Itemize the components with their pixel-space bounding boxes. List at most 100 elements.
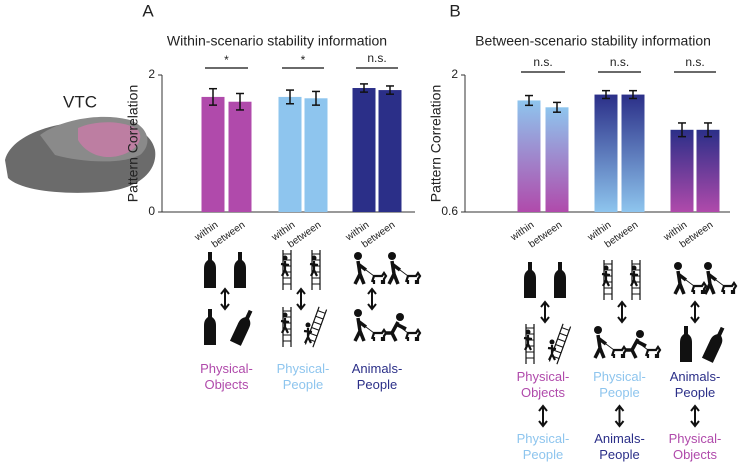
group-label: Animals-People <box>670 369 721 400</box>
error-bar <box>209 87 217 106</box>
error-bar <box>602 89 610 100</box>
bar <box>594 94 618 212</box>
person-head <box>354 309 362 317</box>
double-arrow <box>690 404 700 428</box>
error-bar <box>704 122 712 138</box>
ladder-icon <box>629 260 641 300</box>
bottle-icon <box>204 309 216 345</box>
leash <box>715 279 725 287</box>
person-dog-icon <box>703 262 738 295</box>
significance-label: * <box>224 53 229 67</box>
double-arrow <box>367 287 377 311</box>
person-head <box>396 313 404 321</box>
person-dog-icon <box>386 313 422 342</box>
group-label-line: Physical- <box>669 431 722 446</box>
ladder-rung <box>561 327 570 331</box>
leash <box>399 269 409 277</box>
person-dog-icon <box>353 252 388 285</box>
bar <box>621 94 645 212</box>
dog <box>610 345 628 358</box>
ladder-rung <box>309 332 318 337</box>
bar <box>545 107 569 212</box>
ladder-icon <box>280 250 292 290</box>
ladder-rung <box>559 332 568 337</box>
group-label-line: Physical- <box>593 369 646 384</box>
y-tick-label: 2 <box>451 67 458 81</box>
person-body <box>601 271 611 287</box>
ladder-rung <box>313 321 322 326</box>
group-label-line: Animals- <box>670 369 721 384</box>
significance-label: * <box>301 53 306 67</box>
ladder-icon <box>309 250 321 290</box>
significance-label: n.s. <box>610 55 629 69</box>
person-head <box>631 265 637 271</box>
person-body <box>309 261 319 277</box>
person-body <box>387 260 402 285</box>
group-label: Physical-People <box>517 431 570 462</box>
person-head <box>603 265 609 271</box>
dog <box>720 281 738 294</box>
bar <box>670 129 694 212</box>
group-label-line: People <box>283 377 323 392</box>
double-arrow <box>540 300 550 324</box>
bottle-shape <box>204 309 216 345</box>
bottle-shape <box>680 326 692 362</box>
y-tick-label: 0.6 <box>441 204 458 218</box>
group-label: Physical-People <box>593 369 646 400</box>
ladder-rung <box>311 327 320 331</box>
group-label: Animals-People <box>594 431 645 462</box>
ladder-rung <box>553 349 562 354</box>
group-label-line: People <box>675 385 715 400</box>
double-arrow <box>296 287 306 311</box>
y-tick-label: 0 <box>148 204 155 218</box>
leash <box>605 343 615 351</box>
ladder-rail <box>312 309 328 348</box>
bottle-shape <box>234 252 246 288</box>
error-bar <box>312 90 320 106</box>
group-label-line: Animals- <box>352 361 403 376</box>
leash <box>639 343 649 351</box>
group-label: Animals-People <box>352 361 403 392</box>
person-body <box>353 317 368 342</box>
ladder-icon <box>280 307 292 347</box>
dog <box>404 271 422 284</box>
group-label-line: People <box>357 377 397 392</box>
significance-label: n.s. <box>367 51 386 65</box>
double-arrow <box>617 300 627 324</box>
person-head <box>549 339 555 345</box>
y-axis-label: Pattern Correlation <box>125 85 141 203</box>
bottle-icon <box>204 252 216 288</box>
dog <box>644 345 662 358</box>
significance-label: n.s. <box>685 55 704 69</box>
person-head <box>674 262 682 270</box>
double-arrow <box>690 300 700 324</box>
brain <box>5 116 156 193</box>
y-axis-label: Pattern Correlation <box>428 85 444 203</box>
person-body <box>303 328 313 344</box>
bottle-icon <box>554 262 566 298</box>
person-head <box>525 329 531 335</box>
bottle-shape <box>204 252 216 288</box>
person-dog-icon <box>387 252 422 285</box>
person-head <box>305 322 311 328</box>
bottle-shape <box>701 326 725 363</box>
leash <box>685 279 695 287</box>
leash <box>399 326 409 334</box>
group-label-line: Physical- <box>200 361 253 376</box>
double-arrow <box>614 404 625 428</box>
person-body <box>280 318 290 334</box>
person-body <box>629 271 639 287</box>
y-tick-label: 2 <box>148 67 155 81</box>
group-label: Physical-Objects <box>669 431 722 462</box>
person-head <box>282 312 288 318</box>
double-arrow <box>538 404 548 428</box>
error-bar <box>286 89 294 105</box>
bar <box>696 129 720 212</box>
ladder-rung <box>315 315 324 320</box>
ladder-rung <box>317 310 326 314</box>
roi-patch <box>78 122 141 158</box>
person-dog-icon <box>593 326 628 359</box>
chart-title: Between-scenario stability information <box>475 33 711 49</box>
panel-label: B <box>449 1 460 20</box>
group-label-line: Physical- <box>277 361 330 376</box>
